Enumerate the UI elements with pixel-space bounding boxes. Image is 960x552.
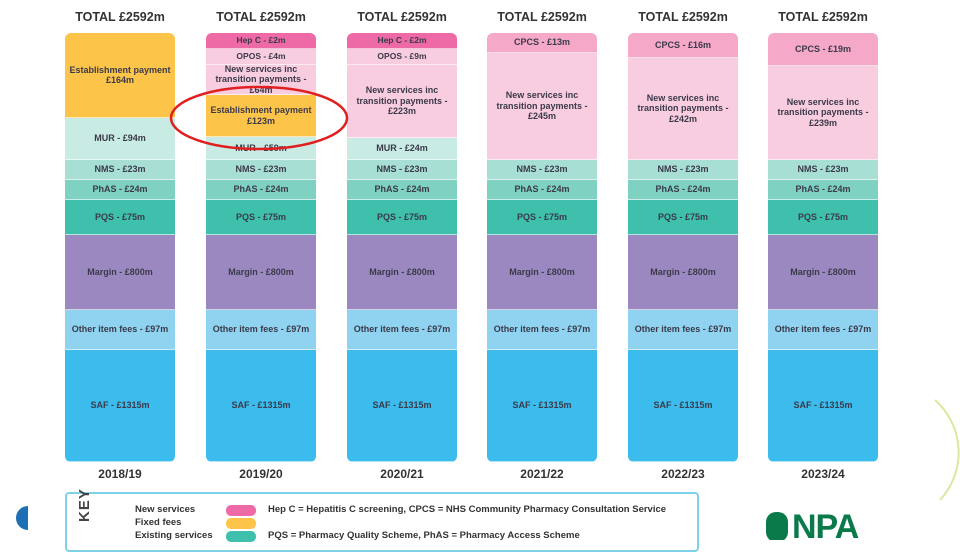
segment: Other item fees - £97m xyxy=(347,310,457,350)
segment: PhAS - £24m xyxy=(65,180,175,200)
segment: Other item fees - £97m xyxy=(487,310,597,350)
segment: NMS - £23m xyxy=(768,160,878,180)
segment: NMS - £23m xyxy=(65,160,175,180)
column-year: 2020/21 xyxy=(380,467,424,481)
decor xyxy=(16,399,960,540)
segment: PQS - £75m xyxy=(768,200,878,235)
segment: PQS - £75m xyxy=(347,200,457,235)
segment: OPOS - £9m xyxy=(347,49,457,65)
key-label: Fixed fees xyxy=(135,517,182,528)
segment: NMS - £23m xyxy=(628,160,738,180)
segment: SAF - £1315m xyxy=(206,350,316,462)
column-year: 2023/24 xyxy=(801,467,845,481)
logo-mark xyxy=(766,512,788,540)
segment: Establishment payment £123m xyxy=(206,95,316,137)
segment: MUR - £24m xyxy=(347,138,457,160)
segment: Margin - £800m xyxy=(206,235,316,310)
stacked-column: CPCS - £13m New services inc transition p… xyxy=(487,33,597,462)
column-total: TOTAL £2592m xyxy=(497,10,587,24)
key-note: PQS = Pharmacy Quality Scheme, PhAS = Ph… xyxy=(268,530,580,541)
segment: NMS - £23m xyxy=(206,160,316,180)
key-title: KEY xyxy=(76,488,93,522)
segment: PhAS - £24m xyxy=(206,180,316,200)
segment: New services inc transition payments - £… xyxy=(487,53,597,160)
column-year: 2022/23 xyxy=(661,467,705,481)
segment: Margin - £800m xyxy=(768,235,878,310)
key-swatch xyxy=(226,518,256,529)
left-badge xyxy=(16,506,28,530)
key-label: New services xyxy=(135,504,196,515)
segment: Other item fees - £97m xyxy=(65,310,175,350)
segment: OPOS - £4m xyxy=(206,49,316,65)
logo: NPA xyxy=(792,508,859,546)
column-total: TOTAL £2592m xyxy=(778,10,868,24)
column-total: TOTAL £2592m xyxy=(638,10,728,24)
segment: PQS - £75m xyxy=(628,200,738,235)
segment: Other item fees - £97m xyxy=(206,310,316,350)
stacked-column: Hep C - £2m OPOS - £4m New services inc tr… xyxy=(206,33,316,462)
stacked-column: Hep C - £2m OPOS - £9m New services inc tr… xyxy=(347,33,457,462)
segment: PQS - £75m xyxy=(65,200,175,235)
stacked-column: Establishment payment £164m MUR - £94m NMS… xyxy=(65,33,175,462)
segment: New services inc transition payments - £… xyxy=(628,58,738,160)
key-note: Hep C = Hepatitis C screening, CPCS = NH… xyxy=(268,504,667,515)
segment: CPCS - £16m xyxy=(628,33,738,58)
segment: Margin - £800m xyxy=(65,235,175,310)
stacked-column: CPCS - £16m New services inc transition p… xyxy=(628,33,738,462)
segment: CPCS - £13m xyxy=(487,33,597,53)
segment: PQS - £75m xyxy=(206,200,316,235)
column-year: 2018/19 xyxy=(98,467,142,481)
segment: Margin - £800m xyxy=(487,235,597,310)
segment: MUR - £59m xyxy=(206,137,316,160)
segment: PhAS - £24m xyxy=(628,180,738,200)
segment: New services inc transition payments - £… xyxy=(206,65,316,95)
segment: PhAS - £24m xyxy=(768,180,878,200)
key-swatch xyxy=(226,531,256,542)
segment: Other item fees - £97m xyxy=(768,310,878,350)
segment: MUR - £94m xyxy=(65,118,175,160)
column-year: 2021/22 xyxy=(520,467,564,481)
segment: Margin - £800m xyxy=(628,235,738,310)
column-total: TOTAL £2592m xyxy=(357,10,447,24)
column-year: 2019/20 xyxy=(239,467,283,481)
segment: Other item fees - £97m xyxy=(628,310,738,350)
key-label: Existing services xyxy=(135,530,213,541)
segment: Hep C - £2m xyxy=(206,33,316,49)
segment: SAF - £1315m xyxy=(65,350,175,462)
segment: NMS - £23m xyxy=(347,160,457,180)
segment: SAF - £1315m xyxy=(347,350,457,462)
segment: PhAS - £24m xyxy=(347,180,457,200)
segment: PQS - £75m xyxy=(487,200,597,235)
key-swatch xyxy=(226,505,256,516)
column-total: TOTAL £2592m xyxy=(75,10,165,24)
segment: Hep C - £2m xyxy=(347,33,457,49)
segment: PhAS - £24m xyxy=(487,180,597,200)
column-total: TOTAL £2592m xyxy=(216,10,306,24)
segment: Establishment payment £164m xyxy=(65,33,175,118)
slide: {"columns": [ {"total": "TOTAL £2592m", … xyxy=(16,10,960,552)
segment: New services inc transition payments - £… xyxy=(768,66,878,160)
segment: SAF - £1315m xyxy=(487,350,597,462)
stacked-column: CPCS - £19m New services inc transition p… xyxy=(768,33,878,462)
segment: SAF - £1315m xyxy=(768,350,878,462)
segment: Margin - £800m xyxy=(347,235,457,310)
segment: SAF - £1315m xyxy=(628,350,738,462)
segment: New services inc transition payments - £… xyxy=(347,65,457,138)
segment: CPCS - £19m xyxy=(768,33,878,66)
segment: NMS - £23m xyxy=(487,160,597,180)
right-arc xyxy=(934,399,960,501)
